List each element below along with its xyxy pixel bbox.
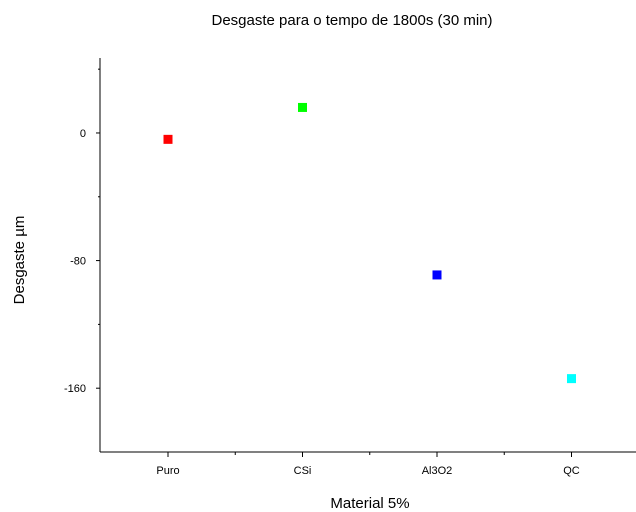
data-point-csi [298, 102, 307, 112]
x-axis-label: Material 5% [330, 495, 409, 512]
x-tick-label-1: CSi [294, 465, 312, 477]
y-tick-label-0: 0 [80, 128, 86, 140]
y-tick-label-2: -160 [64, 383, 86, 395]
data-point-al3o2 [432, 270, 442, 280]
x-tick-label-0: Puro [156, 465, 179, 477]
y-ticks: 0 -80 -160 [64, 68, 100, 395]
x-tick-label-2: Al3O2 [422, 465, 453, 477]
chart-title: Desgaste para o tempo de 1800s (30 min) [212, 12, 493, 29]
y-tick-label-1: -80 [70, 256, 86, 268]
x-tick-label-3: QC [563, 465, 580, 477]
data-points [163, 102, 576, 384]
y-axis-label: Desgaste µm [11, 216, 28, 305]
data-point-puro [163, 134, 173, 144]
data-point-qc [567, 374, 576, 384]
x-ticks: Puro CSi Al3O2 QC [156, 452, 580, 477]
